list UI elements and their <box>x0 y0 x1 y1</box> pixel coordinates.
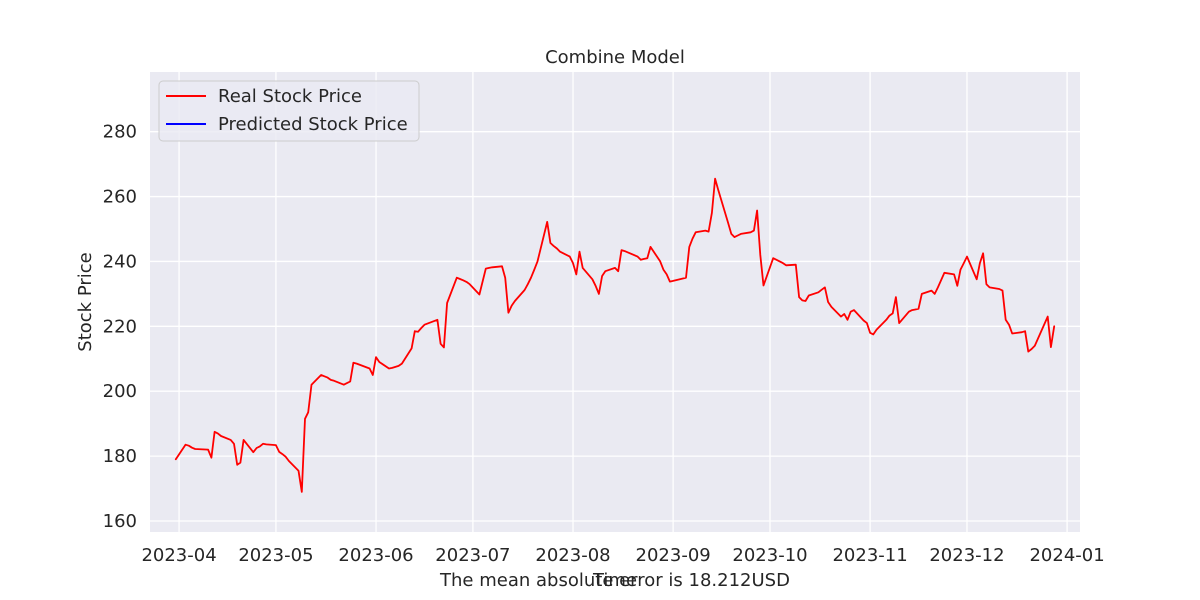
y-tick-label: 260 <box>103 187 137 208</box>
y-tick-label: 280 <box>103 122 137 143</box>
x-tick-labels: 2023-04 2023-05 2023-06 2023-07 2023-08 2023-… <box>141 545 1104 566</box>
x-axis-label: The mean absolute error is 18.212USD <box>439 570 790 591</box>
grid <box>150 72 1080 532</box>
y-tick-label: 200 <box>103 381 137 402</box>
legend-label-predicted: Predicted Stock Price <box>218 114 408 135</box>
x-tick-label: 2023-05 <box>238 545 313 566</box>
plot-area <box>150 72 1080 532</box>
x-tick-label: 2023-08 <box>535 545 610 566</box>
x-tick-label: 2023-10 <box>732 545 807 566</box>
y-tick-label: 180 <box>103 446 137 467</box>
chart-title: Combine Model <box>545 47 685 68</box>
x-tick-label: 2023-12 <box>929 545 1004 566</box>
y-tick-label: 160 <box>103 511 137 532</box>
x-tick-label: 2023-11 <box>832 545 907 566</box>
legend: Real Stock Price Predicted Stock Price <box>158 80 420 142</box>
series-line-real-stock-price <box>174 177 1056 493</box>
y-tick-label: 220 <box>103 316 137 337</box>
x-tick-label: 2023-04 <box>141 545 216 566</box>
x-tick-label: 2023-07 <box>435 545 510 566</box>
series-layer <box>174 177 1056 493</box>
legend-label-real: Real Stock Price <box>218 86 362 107</box>
legend-frame <box>158 80 420 142</box>
x-tick-label: 2024-01 <box>1029 545 1104 566</box>
y-tick-labels: 160 180 200 220 240 260 280 <box>103 122 137 532</box>
y-tick-label: 240 <box>103 251 137 272</box>
y-axis-label: Stock Price <box>75 252 96 351</box>
x-axis-label-overlay: Time <box>592 570 637 591</box>
x-tick-label: 2023-09 <box>636 545 711 566</box>
x-tick-label: 2023-06 <box>338 545 413 566</box>
